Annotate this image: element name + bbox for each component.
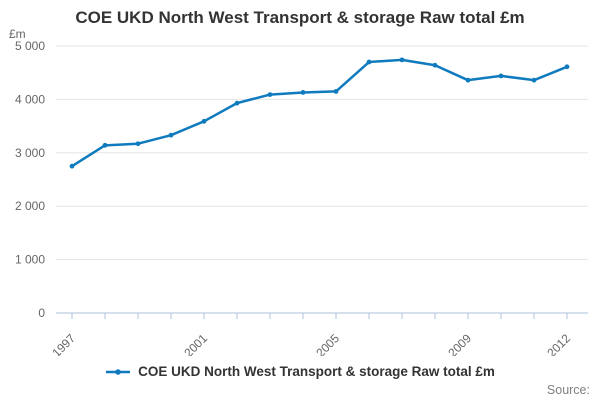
data-point-marker [201,118,207,124]
chart-title: COE UKD North West Transport & storage R… [75,8,525,27]
data-point-marker [432,62,438,68]
source-label: Source: [546,383,590,397]
data-point-marker [300,90,306,95]
data-point-marker [399,57,405,63]
y-axis-tick-label: 4 000 [15,92,45,106]
x-axis-tick-label: 1997 [49,331,78,356]
y-axis-tick-label: 5 000 [15,39,45,53]
data-point-marker [531,77,537,83]
data-point-marker [498,73,504,79]
data-point-marker [465,77,471,83]
y-axis-tick-label: 3 000 [15,146,45,160]
x-axis-tick-label: 2005 [313,331,342,356]
y-axis-tick-label: 1 000 [15,253,45,267]
data-series-line [70,58,569,168]
data-point-marker [135,141,141,147]
data-point-marker [564,64,570,70]
x-axis-tick-label: 2001 [181,331,210,356]
legend-line-marker-icon [106,368,131,375]
y-axis-tick-label: 2 000 [15,199,45,213]
data-point-marker [267,92,273,97]
data-point-marker [168,132,174,138]
x-axis-tick-label: 2012 [544,331,573,356]
x-axis-tick-label: 2009 [445,331,474,356]
data-point-marker [69,163,75,169]
y-axis-tick-label: 0 [38,306,45,320]
legend: COE UKD North West Transport & storage R… [0,364,600,379]
data-point-marker [234,100,240,106]
data-point-marker [102,142,108,148]
y-axis-unit-label: £m [9,27,26,41]
legend-series-label: COE UKD North West Transport & storage R… [138,364,495,379]
data-point-marker [333,88,339,94]
line-chart-plot-area: 0 1 000 2 000 3 000 4 000 5 000£m 1997 2001 2005… [9,27,588,356]
data-point-marker [366,59,372,65]
